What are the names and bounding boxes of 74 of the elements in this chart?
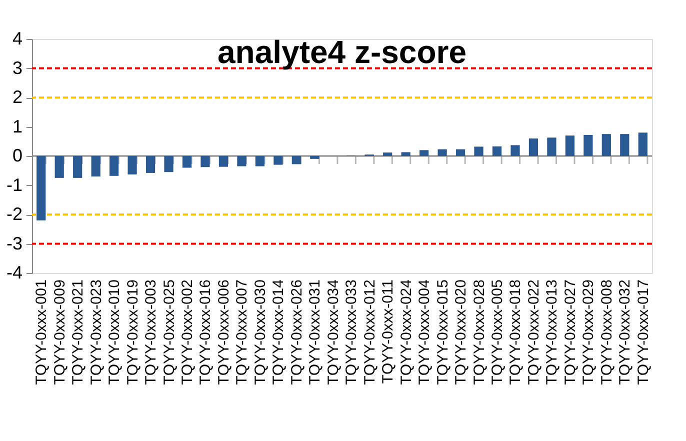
y-tick-label: 0: [12, 146, 22, 166]
x-tick-label: TQYY-0xxx-034: [324, 280, 342, 385]
bar: [383, 152, 392, 156]
bar: [218, 156, 228, 167]
y-tick-label: -3: [6, 233, 22, 254]
x-tick-label: TQYY-0xxx-032: [616, 280, 634, 385]
x-tick-label: TQYY-0xxx-023: [88, 280, 105, 385]
y-tick-label: -4: [6, 262, 22, 282]
y-tick-label: -1: [6, 174, 22, 195]
x-tick-label: TQYY-0xxx-022: [525, 280, 542, 385]
bar: [510, 145, 520, 156]
bar: [620, 134, 630, 156]
bar: [182, 156, 192, 168]
y-tick-label: 1: [12, 116, 22, 136]
bar: [584, 134, 593, 156]
x-tick-label: TQYY-0xxx-007: [234, 280, 251, 385]
y-tick-label: 3: [12, 58, 22, 78]
x-tick-label: TQYY-0xxx-011: [380, 280, 397, 384]
bar: [146, 156, 156, 173]
x-tick-label: TQYY-0xxx-010: [106, 280, 124, 385]
bar: [128, 156, 137, 174]
x-tick-label: TQYY-0xxx-001: [33, 280, 50, 385]
x-tick-label: TQYY-0xxx-028: [470, 280, 488, 385]
bar: [420, 150, 429, 156]
bar: [237, 156, 246, 166]
x-tick-label: TQYY-0xxx-015: [434, 280, 452, 385]
x-tick-label: TQYY-0xxx-012: [361, 280, 378, 385]
x-tick-label: TQYY-0xxx-016: [197, 280, 214, 385]
x-tick-label: TQYY-0xxx-027: [562, 280, 579, 385]
x-tick-label: TQYY-0xxx-025: [160, 280, 178, 385]
x-tick-label: TQYY-0xxx-033: [343, 280, 360, 385]
bar: [200, 156, 210, 168]
bar: [474, 146, 484, 156]
bar: [492, 146, 502, 156]
x-tick-label: TQYY-0xxx-029: [580, 280, 598, 385]
x-tick-label: TQYY-0xxx-008: [598, 280, 616, 385]
bar: [401, 152, 410, 156]
bar: [54, 156, 64, 178]
x-tick-label: TQYY-0xxx-003: [142, 280, 160, 385]
bar: [565, 136, 574, 156]
y-tick-label: 2: [12, 87, 22, 107]
x-tick-label: TQYY-0xxx-009: [51, 280, 68, 385]
x-tick-label: TQYY-0xxx-026: [288, 280, 306, 385]
bar: [547, 138, 556, 156]
x-tick-label: TQYY-0xxx-017: [634, 280, 652, 385]
chart-title: analyte4 z-score: [217, 34, 467, 70]
bar: [274, 156, 283, 165]
x-tick-label: TQYY-0xxx-031: [306, 280, 324, 385]
bar: [36, 156, 46, 220]
bar: [638, 132, 648, 156]
x-tick-label: TQYY-0xxx-021: [70, 280, 87, 385]
x-tick-label: TQYY-0xxx-018: [507, 280, 524, 385]
x-tick-label: TQYY-0xxx-004: [416, 280, 434, 385]
x-tick-label: TQYY-0xxx-002: [179, 280, 196, 385]
bar: [110, 156, 119, 176]
bar: [73, 156, 82, 178]
x-tick-label: TQYY-0xxx-005: [489, 280, 506, 385]
x-tick-label: TQYY-0xxx-030: [252, 280, 269, 385]
bar: [456, 149, 466, 156]
bar: [528, 138, 538, 156]
bar: [91, 156, 100, 176]
bar: [255, 156, 264, 166]
y-tick-label: 4: [12, 28, 22, 48]
x-tick-label: TQYY-0xxx-006: [215, 280, 232, 385]
x-tick-label: TQYY-0xxx-024: [398, 280, 415, 385]
x-tick-label: TQYY-0xxx-014: [270, 280, 288, 385]
bar: [292, 156, 301, 164]
bar: [602, 134, 611, 156]
y-tick-label: -2: [6, 204, 22, 224]
x-tick-label: TQYY-0xxx-019: [124, 280, 142, 385]
x-tick-label: TQYY-0xxx-020: [452, 280, 470, 385]
x-tick-label: TQYY-0xxx-013: [544, 280, 561, 385]
bar: [164, 156, 174, 172]
bar: [438, 149, 447, 156]
